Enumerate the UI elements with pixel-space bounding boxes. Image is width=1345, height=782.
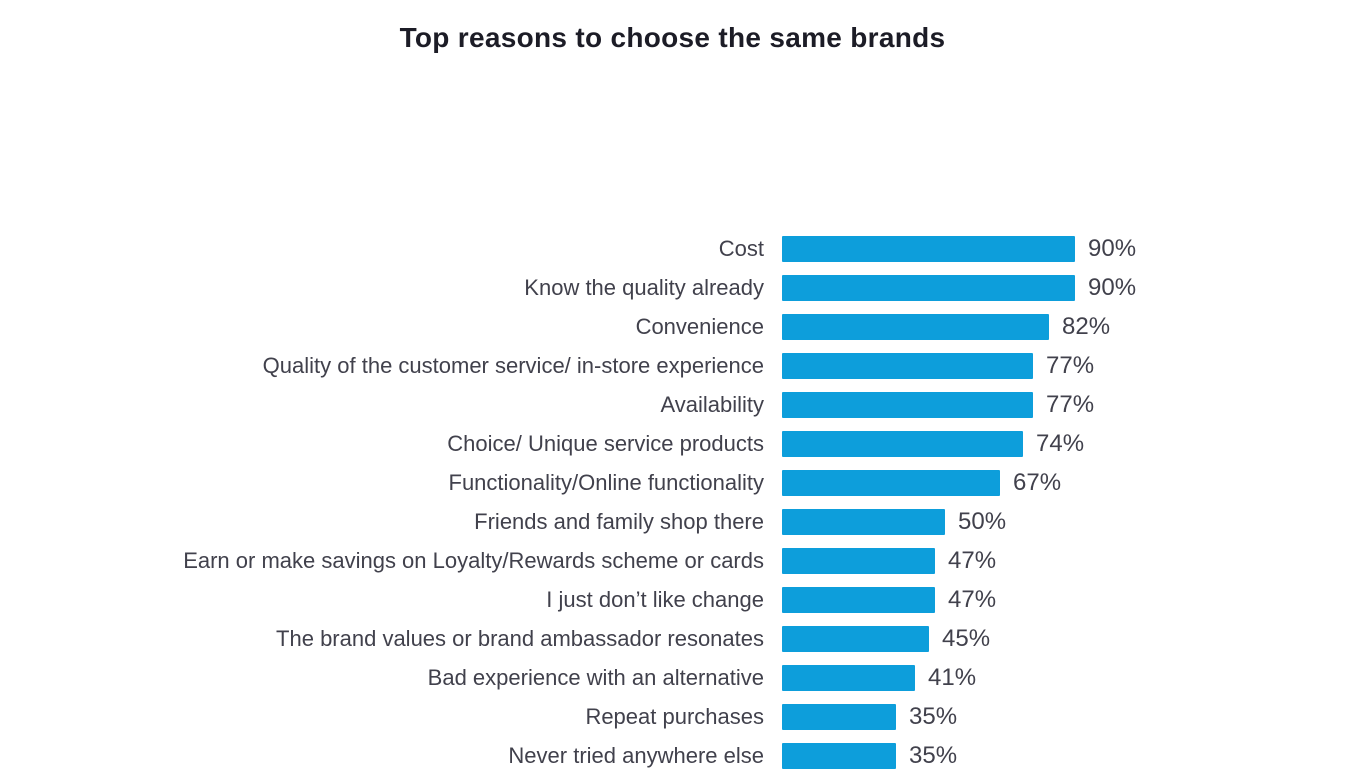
chart-rows: Cost 90% Know the quality already 90% Conven…: [0, 229, 1136, 775]
category-label: I just don’t like change: [546, 586, 764, 612]
bar-row: Choice/ Unique service products 74%: [0, 424, 1136, 463]
category-label: Availability: [660, 391, 764, 417]
bar-row: Know the quality already 90%: [0, 268, 1136, 307]
category-label: Choice/ Unique service products: [447, 430, 764, 456]
bar-row: Friends and family shop there 50%: [0, 502, 1136, 541]
bar: [782, 703, 896, 730]
category-label: Bad experience with an alternative: [427, 664, 764, 690]
category-label: Cost: [718, 235, 764, 261]
bar: [782, 313, 1049, 340]
value-label: 50%: [958, 507, 1007, 535]
value-label: 77%: [1046, 351, 1095, 379]
value-label: 47%: [948, 546, 997, 574]
bar-row: I just don’t like change 47%: [0, 580, 1136, 619]
bar: [782, 742, 896, 769]
category-label: Never tried anywhere else: [508, 742, 764, 768]
bar: [782, 274, 1075, 301]
value-label: 41%: [928, 663, 977, 691]
value-label: 35%: [909, 741, 958, 769]
value-label: 90%: [1088, 234, 1137, 262]
chart-title: Top reasons to choose the same brands: [399, 22, 946, 53]
bar: [782, 586, 935, 613]
bar-row: Availability 77%: [0, 385, 1136, 424]
value-label: 45%: [942, 624, 991, 652]
category-label: Repeat purchases: [585, 703, 764, 729]
value-label: 82%: [1062, 312, 1111, 340]
bar: [782, 235, 1075, 262]
category-label: Quality of the customer service/ in-stor…: [262, 352, 764, 378]
bar: [782, 391, 1033, 418]
category-label: Know the quality already: [524, 274, 764, 300]
bar-row: Bad experience with an alternative 41%: [0, 658, 1136, 697]
bar-row: Earn or make savings on Loyalty/Rewards …: [0, 541, 1136, 580]
bar-row: Convenience 82%: [0, 307, 1136, 346]
category-label: Friends and family shop there: [474, 508, 764, 534]
bar: [782, 625, 929, 652]
category-label: Earn or make savings on Loyalty/Rewards …: [183, 547, 764, 573]
category-label: The brand values or brand ambassador res…: [276, 625, 764, 651]
bar: [782, 352, 1033, 379]
value-label: 90%: [1088, 273, 1137, 301]
bar: [782, 664, 915, 691]
category-label: Convenience: [635, 313, 764, 339]
bar-row: Functionality/Online functionality 67%: [0, 463, 1136, 502]
value-label: 74%: [1036, 429, 1085, 457]
bar-row: Quality of the customer service/ in-stor…: [0, 346, 1136, 385]
value-label: 47%: [948, 585, 997, 613]
bar-row: The brand values or brand ambassador res…: [0, 619, 1136, 658]
category-label: Functionality/Online functionality: [448, 469, 765, 495]
bar-row: Never tried anywhere else 35%: [0, 736, 1136, 775]
value-label: 77%: [1046, 390, 1095, 418]
bar: [782, 508, 945, 535]
bar-row: Repeat purchases 35%: [0, 697, 1136, 736]
value-label: 67%: [1013, 468, 1062, 496]
bar: [782, 430, 1023, 457]
value-label: 35%: [909, 702, 958, 730]
bar: [782, 547, 935, 574]
bar-row: Cost 90%: [0, 229, 1136, 268]
bar: [782, 469, 1000, 496]
